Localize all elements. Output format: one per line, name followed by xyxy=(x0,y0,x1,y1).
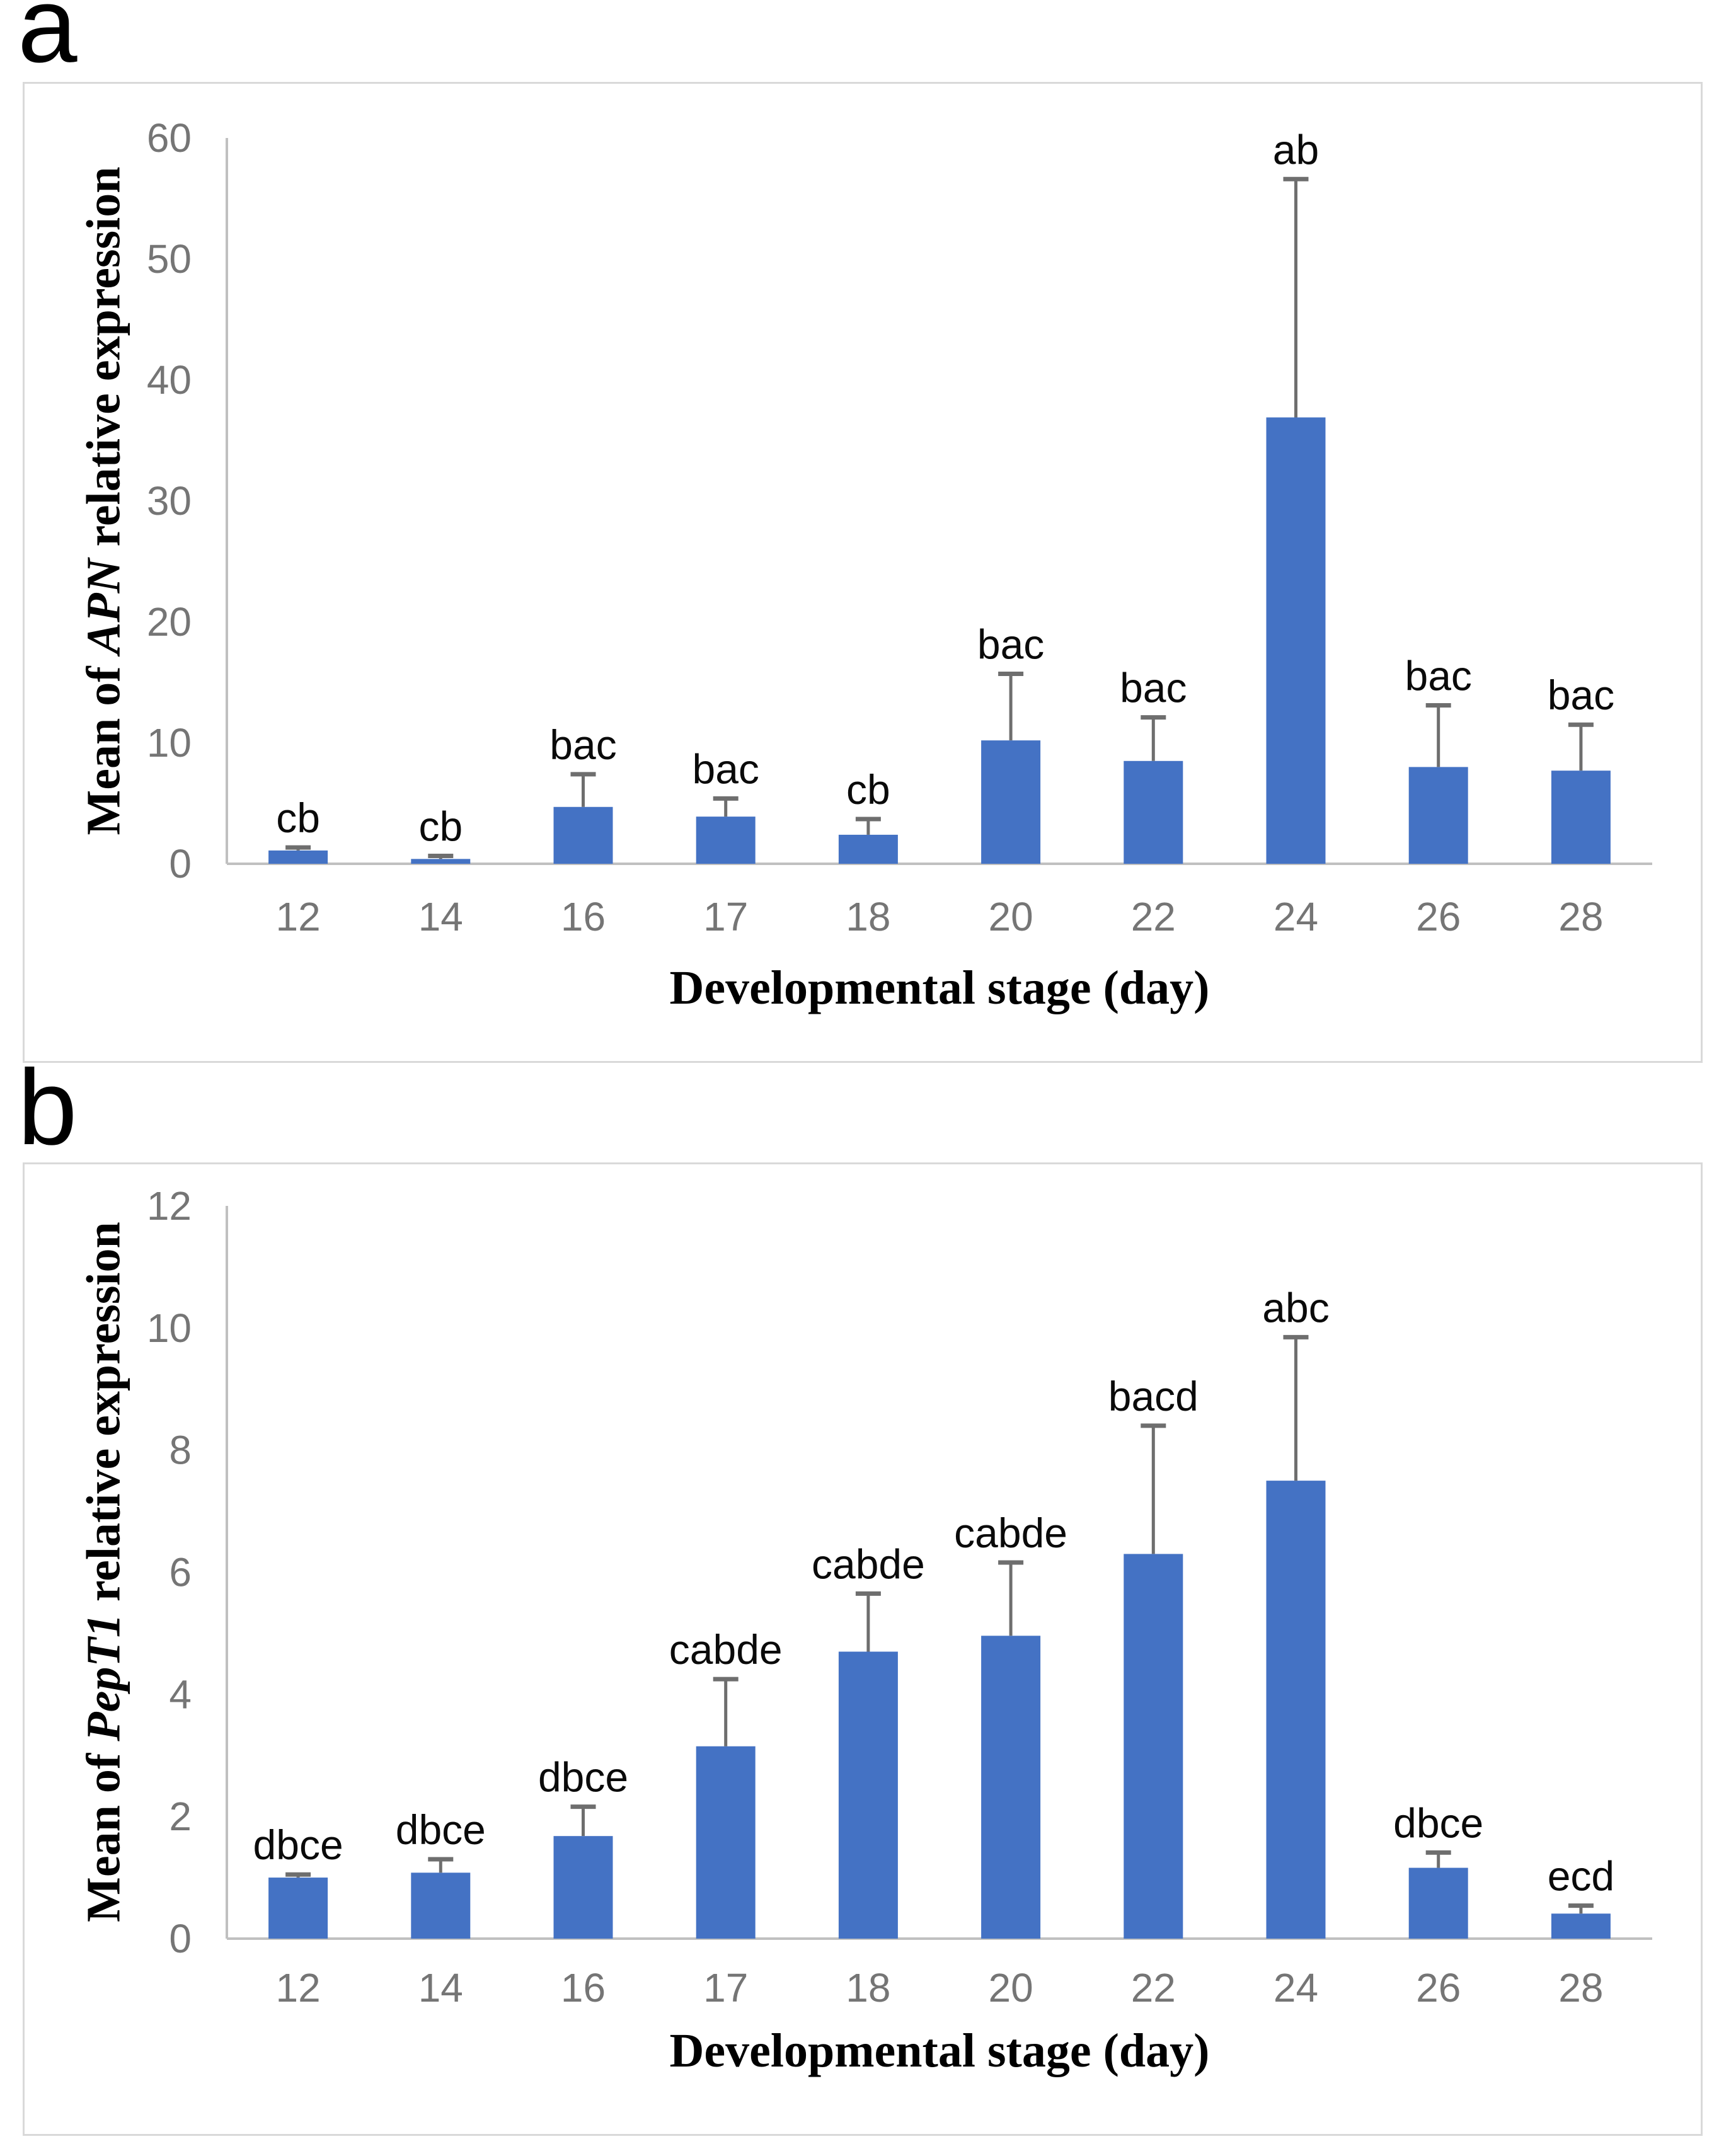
bar xyxy=(553,806,613,864)
x-tick-label: 22 xyxy=(1131,1965,1176,2010)
x-tick-label: 12 xyxy=(276,894,321,939)
x-tick-label: 12 xyxy=(276,1965,321,2010)
bar xyxy=(981,1636,1041,1939)
significance-label: cabde xyxy=(669,1626,783,1673)
significance-label: dbce xyxy=(1393,1799,1483,1846)
bar xyxy=(411,1872,471,1939)
x-tick-label: 20 xyxy=(989,894,1033,939)
y-tick-label: 40 xyxy=(147,357,192,403)
y-tick-label: 12 xyxy=(147,1183,192,1229)
bar xyxy=(696,1746,756,1939)
x-axis-title-a: Developmental stage (day) xyxy=(669,961,1210,1014)
bar xyxy=(553,1836,613,1939)
y-tick-label: 60 xyxy=(147,115,192,161)
gene-name-apn: APN xyxy=(77,558,130,655)
significance-label: abc xyxy=(1262,1284,1329,1331)
apn-bar-chart: 0 10 20 30 40 50 60 cb 12 cb 14 bac 16 bac 17 cb 18 bac 20… xyxy=(147,115,1652,939)
significance-label: dbce xyxy=(253,1821,343,1868)
bar xyxy=(838,1651,898,1939)
panel-b: 0 2 4 6 8 10 12 dbce 12 dbce 14 dbce 16 cabde 17 cabde 1… xyxy=(23,1162,1703,2136)
bar xyxy=(1124,760,1183,864)
bar xyxy=(411,859,471,864)
x-tick-label: 22 xyxy=(1131,894,1176,939)
y-tick-label: 0 xyxy=(169,1916,192,1961)
bar xyxy=(696,817,756,864)
x-tick-label: 18 xyxy=(846,894,890,939)
bar xyxy=(1266,1481,1326,1939)
y-tick-label: 0 xyxy=(169,841,192,886)
y-tick-label: 4 xyxy=(169,1671,192,1717)
significance-label: bac xyxy=(1548,672,1614,718)
x-tick-label: 28 xyxy=(1558,894,1603,939)
y-tick-label: 6 xyxy=(169,1550,192,1595)
x-tick-label: 14 xyxy=(418,894,463,939)
x-tick-label: 17 xyxy=(703,894,748,939)
x-axis-title-b: Developmental stage (day) xyxy=(669,2024,1210,2077)
significance-label: bac xyxy=(977,621,1044,668)
y-axis-title-prefix: Mean of xyxy=(77,1741,130,1922)
panel-a-label: a xyxy=(18,0,78,85)
gene-name-pept1: PepT1 xyxy=(77,1614,130,1741)
significance-label: bac xyxy=(549,721,616,768)
significance-label: dbce xyxy=(396,1806,486,1853)
bar xyxy=(1408,1867,1468,1939)
significance-label: bac xyxy=(1405,652,1471,699)
y-axis-title-pept1: Mean of PepT1 relative expression xyxy=(77,1222,132,1922)
y-tick-label: 50 xyxy=(147,236,192,282)
x-tick-label: 17 xyxy=(703,1965,748,2010)
pept1-bar-chart: 024681012dbce12dbce14dbce16cabde17cabde1… xyxy=(147,1183,1652,2010)
significance-label: cabde xyxy=(954,1510,1067,1556)
significance-label: bac xyxy=(1120,665,1187,711)
panel-a: 0 10 20 30 40 50 60 cb 12 cb 14 bac 16 bac 17 cb 18 bac 20… xyxy=(23,82,1703,1063)
significance-label: dbce xyxy=(538,1754,628,1801)
bar xyxy=(1266,417,1326,864)
y-axis-title-suffix: relative expression xyxy=(77,166,130,559)
panel-b-label: b xyxy=(18,1048,78,1167)
y-tick-label: 2 xyxy=(169,1794,192,1839)
bar xyxy=(1124,1554,1183,1939)
bar xyxy=(1551,1913,1611,1939)
significance-label: cb xyxy=(418,803,463,850)
bar xyxy=(981,740,1041,864)
y-axis-title-suffix: relative expression xyxy=(77,1222,130,1614)
bar xyxy=(268,850,328,864)
x-tick-label: 20 xyxy=(989,1965,1033,2010)
x-tick-label: 18 xyxy=(846,1965,890,2010)
x-tick-label: 26 xyxy=(1416,1965,1461,2010)
x-tick-label: 24 xyxy=(1273,894,1318,939)
y-axis-title-apn: Mean of APN relative expression xyxy=(77,166,132,835)
significance-label: bac xyxy=(692,745,759,792)
y-axis-title-prefix: Mean of xyxy=(77,654,130,835)
x-tick-label: 24 xyxy=(1273,1965,1318,2010)
bar xyxy=(268,1878,328,1939)
bar xyxy=(1551,771,1611,864)
y-tick-label: 8 xyxy=(169,1428,192,1473)
x-tick-label: 14 xyxy=(418,1965,463,2010)
significance-label: cb xyxy=(276,794,320,841)
y-tick-label: 30 xyxy=(147,478,192,524)
x-tick-label: 16 xyxy=(561,1965,606,2010)
significance-label: bacd xyxy=(1108,1373,1199,1419)
significance-label: cabde xyxy=(812,1540,925,1587)
bar xyxy=(1408,767,1468,864)
x-tick-label: 26 xyxy=(1416,894,1461,939)
y-tick-label: 10 xyxy=(147,720,192,765)
significance-label: ab xyxy=(1273,126,1319,173)
bar xyxy=(838,834,898,864)
significance-label: ecd xyxy=(1548,1853,1614,1900)
y-tick-label: 20 xyxy=(147,599,192,645)
x-tick-label: 28 xyxy=(1558,1965,1603,2010)
significance-label: cb xyxy=(846,766,890,813)
y-tick-label: 10 xyxy=(147,1305,192,1351)
x-tick-label: 16 xyxy=(561,894,606,939)
